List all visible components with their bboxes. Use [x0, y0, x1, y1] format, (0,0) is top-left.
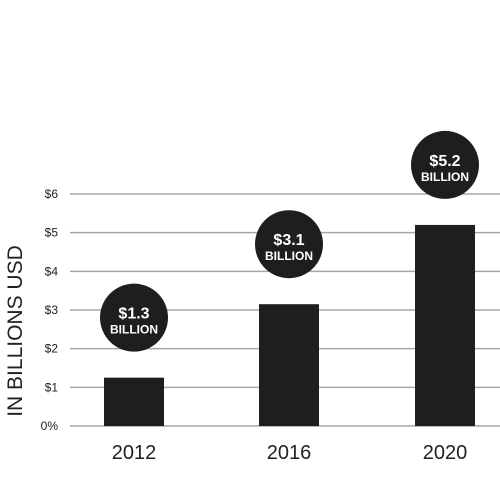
bar-2016: [259, 304, 319, 426]
y-axis-ticks: 0% $1 $2 $3 $4 $5 $6: [41, 187, 59, 433]
x-axis-labels: 2012 2016 2020: [112, 442, 468, 464]
y-tick-label: $1: [45, 380, 59, 394]
callout-unit: BILLION: [265, 249, 313, 263]
x-tick-label: 2016: [267, 442, 312, 464]
callout-value: $3.1: [273, 232, 304, 249]
callout-circle: [255, 210, 323, 279]
x-tick-label: 2012: [112, 442, 157, 464]
callout-circle: [411, 130, 479, 199]
y-tick-label: $3: [45, 303, 59, 317]
callout-unit: BILLION: [421, 170, 469, 184]
y-tick-label: $4: [45, 264, 59, 278]
bar-2020: [415, 224, 475, 426]
y-tick-label: $2: [45, 342, 59, 356]
x-tick-label: 2020: [423, 442, 468, 464]
bars: [104, 224, 475, 426]
callout-value: $1.3: [118, 306, 149, 323]
callout-circle: [100, 283, 168, 352]
y-axis-label: IN BILLIONS USD: [4, 245, 27, 417]
y-tick-label: 0%: [41, 419, 59, 433]
callout-unit: BILLION: [110, 323, 158, 337]
y-tick-label: $6: [45, 187, 59, 201]
y-tick-label: $5: [45, 226, 59, 240]
callout-value: $5.2: [429, 153, 460, 170]
bar-2012: [104, 377, 164, 426]
